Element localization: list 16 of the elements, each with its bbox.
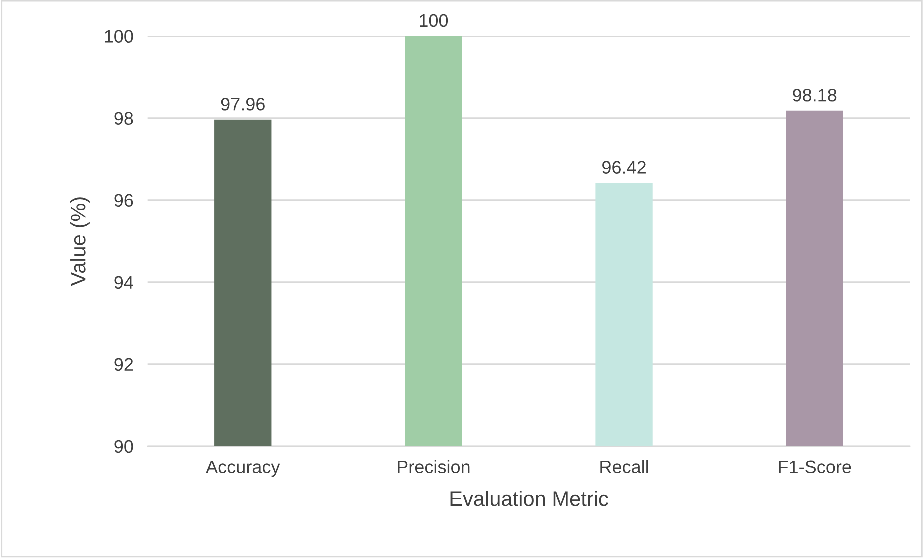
y-tick-label: 98 bbox=[114, 112, 134, 126]
y-tick-label: 90 bbox=[114, 440, 134, 454]
x-tick-label: F1-Score bbox=[779, 460, 852, 474]
data-label: 97.96 bbox=[221, 98, 265, 111]
x-axis-title: Evaluation Metric bbox=[450, 491, 608, 506]
x-tick-label: Accuracy bbox=[206, 460, 280, 478]
y-tick-label: 100 bbox=[105, 30, 134, 43]
y-axis-title: Value (%) bbox=[70, 198, 90, 286]
y-tick-label: 92 bbox=[114, 358, 134, 372]
y-tick-label: 96 bbox=[114, 194, 134, 208]
x-tick-label: Recall bbox=[600, 460, 648, 474]
data-label: 96.42 bbox=[602, 161, 646, 174]
data-label: 98.18 bbox=[793, 89, 837, 102]
data-label: 100 bbox=[420, 14, 448, 28]
y-tick-label: 94 bbox=[114, 276, 134, 290]
x-tick-label: Precision bbox=[398, 460, 470, 474]
